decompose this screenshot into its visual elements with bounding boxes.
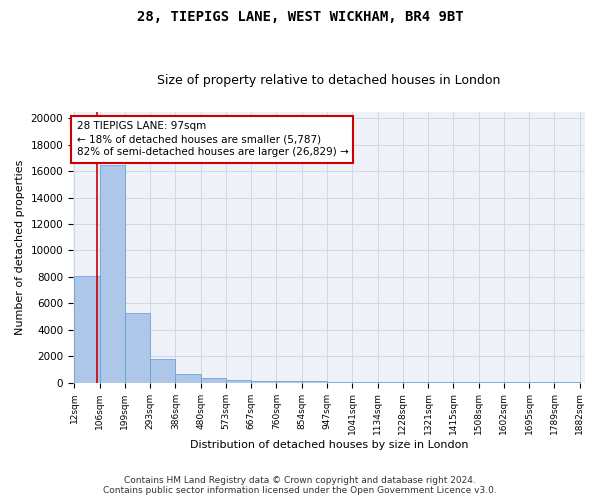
Text: 28 TIEPIGS LANE: 97sqm
← 18% of detached houses are smaller (5,787)
82% of semi-: 28 TIEPIGS LANE: 97sqm ← 18% of detached… <box>77 121 348 158</box>
Bar <box>125 313 150 382</box>
Bar <box>100 164 125 382</box>
Bar <box>201 378 226 382</box>
Title: Size of property relative to detached houses in London: Size of property relative to detached ho… <box>157 74 501 87</box>
Bar <box>226 380 251 382</box>
Bar <box>175 374 201 382</box>
Bar <box>74 276 100 382</box>
Bar <box>277 381 302 382</box>
Text: Contains HM Land Registry data © Crown copyright and database right 2024.
Contai: Contains HM Land Registry data © Crown c… <box>103 476 497 495</box>
Bar <box>150 360 175 382</box>
Text: 28, TIEPIGS LANE, WEST WICKHAM, BR4 9BT: 28, TIEPIGS LANE, WEST WICKHAM, BR4 9BT <box>137 10 463 24</box>
Bar <box>251 380 277 382</box>
Y-axis label: Number of detached properties: Number of detached properties <box>15 160 25 335</box>
X-axis label: Distribution of detached houses by size in London: Distribution of detached houses by size … <box>190 440 468 450</box>
